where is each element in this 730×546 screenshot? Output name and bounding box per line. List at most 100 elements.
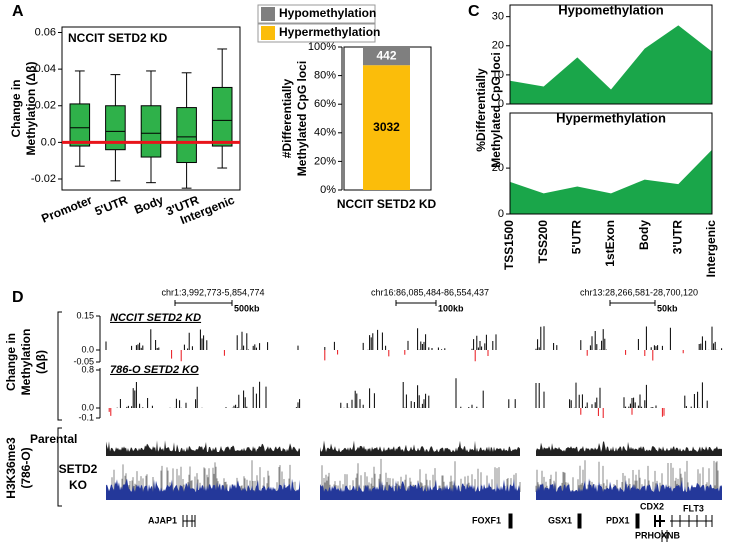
y-tick-label: 20% <box>314 155 336 167</box>
y-tick-label: 20 <box>492 162 504 174</box>
value-label: 442 <box>376 48 396 62</box>
gene-label: PDX1 <box>606 515 630 525</box>
x-tick-label: 3'UTR <box>671 220 685 255</box>
gene-glyph <box>508 513 513 529</box>
plot-title: NCCIT SETD2 KD <box>68 31 168 45</box>
methylation-signal-neg <box>324 350 489 362</box>
methylation-signal-neg <box>108 408 112 416</box>
legend-label: Hypermethylation <box>279 25 380 39</box>
gene-label: PRHOXNB <box>635 530 681 540</box>
scale-label: 500kb <box>234 303 260 313</box>
y-tick-label: 0.06 <box>35 26 56 38</box>
legend-box <box>257 23 376 43</box>
track-group-label: Change in <box>4 333 18 391</box>
x-tick-label: Intergenic <box>704 220 718 278</box>
legend-swatch <box>261 26 275 40</box>
gene-label: AJAP1 <box>148 515 177 525</box>
ko-signal <box>536 478 722 500</box>
y-axis-label: %Differentially <box>474 68 488 152</box>
plot-frame <box>61 26 241 191</box>
plot-frame <box>509 4 713 105</box>
x-tick-label: Promoter <box>39 193 94 226</box>
y-axis-label: Change in <box>9 79 23 137</box>
panel-letter: A <box>12 3 24 20</box>
region-coords: chr1:3,992,773-5,854,774 <box>161 287 264 297</box>
track-tick-label: 0.15 <box>76 310 94 320</box>
area <box>510 149 712 214</box>
gene-label: GSX1 <box>548 515 572 525</box>
layout <box>57 311 713 542</box>
box <box>105 105 126 151</box>
gene-label: FLT3 <box>683 503 704 513</box>
y-tick-label: 0.04 <box>35 63 56 75</box>
region-coords: chr13:28,266,581-28,700,120 <box>580 287 698 297</box>
y-tick-label: 60% <box>314 98 336 110</box>
track-label: KO <box>69 478 87 492</box>
parental-signal <box>320 440 520 456</box>
bracket <box>57 311 62 421</box>
methylation-signal-neg <box>580 408 665 418</box>
track-name: NCCIT SETD2 KD <box>110 312 201 324</box>
parental-signal <box>536 441 722 456</box>
plot-title: Hypermethylation <box>556 110 666 125</box>
x-tick-label: 5'UTR <box>570 220 584 255</box>
methylation-signal <box>105 329 299 350</box>
track-group-label: (Δβ) <box>34 350 48 374</box>
box <box>211 86 233 147</box>
methylation-signal <box>340 378 516 408</box>
scale-label: 50kb <box>657 303 678 313</box>
scale-bar <box>609 300 656 306</box>
y-tick-label: 100% <box>308 41 336 53</box>
plot-title: Hypomethylation <box>558 2 664 17</box>
gene-glyph <box>670 515 713 527</box>
legend-label: Hypomethylation <box>279 6 376 20</box>
area <box>510 25 712 104</box>
track-tick-label: 0.8 <box>81 364 94 374</box>
gene-glyph <box>635 513 640 529</box>
y-tick-label: -0.02 <box>31 173 56 185</box>
bar-segment <box>363 47 410 66</box>
region-coords: chr16:86,085,484-86,554,437 <box>371 287 489 297</box>
gene-glyph <box>654 515 665 527</box>
plot-frame <box>509 112 713 215</box>
track-tick-label: 0.0 <box>81 402 94 412</box>
methylation-signal-neg <box>171 350 225 362</box>
legend-swatch <box>261 7 275 21</box>
y-axis-label: #Differentially <box>280 78 294 158</box>
track-label: SETD2 <box>59 462 98 476</box>
y-tick-label: 40% <box>314 127 336 139</box>
track-group-label: Methylation <box>19 329 33 396</box>
y-tick-label: 80% <box>314 70 336 82</box>
methylation-signal-neg <box>586 350 684 361</box>
parental-signal <box>106 440 300 456</box>
x-tick-label: NCCIT SETD2 KD <box>337 197 437 211</box>
ko-signal-spikes <box>535 460 719 492</box>
y-tick-label: 30 <box>492 11 504 23</box>
scale-bar <box>395 300 437 306</box>
legend-box <box>257 4 376 24</box>
y-axis-label: Methylation (Δβ) <box>24 62 38 156</box>
x-tick-label: TSS200 <box>536 220 550 264</box>
panel-letter: C <box>468 3 480 20</box>
gene-glyph <box>182 515 196 527</box>
methylation-signal <box>535 326 723 350</box>
gene-label: FOXF1 <box>472 515 501 525</box>
gene-label: CDX2 <box>640 501 664 511</box>
y-axis-label: Methylated CpG loci <box>295 61 309 176</box>
x-tick-label: Body <box>132 193 165 217</box>
methylation-signal <box>535 382 708 408</box>
ko-signal <box>106 478 300 500</box>
y-tick-label: 0% <box>320 184 336 196</box>
x-tick-label: 1stExon <box>603 220 617 267</box>
y-tick-label: 20 <box>492 40 504 52</box>
y-tick-label: 0 <box>498 208 504 220</box>
x-tick-label: Body <box>637 220 651 250</box>
track-tick-label: -0.1 <box>78 412 94 422</box>
track-tick-label: -0.05 <box>73 356 94 366</box>
track-label: Parental <box>30 432 77 446</box>
gene-glyph <box>577 513 582 529</box>
track-name: 786-O SETD2 KO <box>110 364 199 376</box>
scale-bar <box>174 300 233 306</box>
track-group-label: H3K36me3 <box>4 437 18 499</box>
